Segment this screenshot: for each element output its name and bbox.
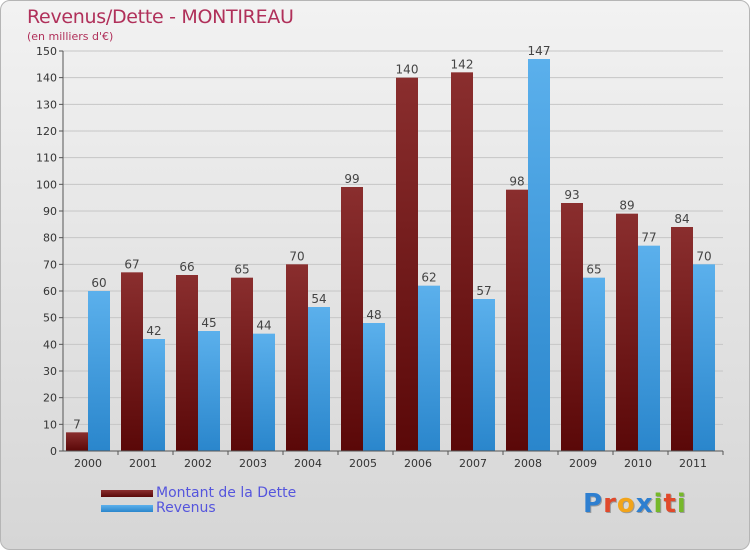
y-tick-label-30: 30 bbox=[43, 365, 57, 378]
labels: 0 10 20 30 40 50 60 70 80 90 100 110 120 130 140 150 7 60… bbox=[36, 44, 712, 470]
value-label-revenus-2006: 62 bbox=[421, 271, 436, 285]
value-label-dette-2007: 142 bbox=[451, 57, 474, 71]
value-label-dette-2002: 66 bbox=[179, 260, 194, 274]
value-label-dette-2004: 70 bbox=[289, 249, 304, 263]
bar-dette-2003 bbox=[231, 277, 253, 451]
value-label-dette-2009: 93 bbox=[564, 188, 579, 202]
legend-swatch-dette bbox=[101, 490, 153, 497]
x-tick-label-2002: 2002 bbox=[184, 457, 212, 470]
bar-dette-2009 bbox=[561, 203, 583, 451]
bar-revenus-2008 bbox=[528, 59, 550, 451]
bar-dette-2000 bbox=[66, 432, 88, 451]
x-tick-label-2004: 2004 bbox=[294, 457, 322, 470]
y-tick-label-80: 80 bbox=[43, 232, 57, 245]
bars bbox=[66, 59, 715, 452]
logo-letter: r bbox=[603, 489, 617, 519]
chart-title: Revenus/Dette - MONTIREAU bbox=[27, 6, 294, 28]
value-label-dette-2010: 89 bbox=[619, 199, 634, 213]
y-tick-label-10: 10 bbox=[43, 418, 57, 431]
bar-dette-2011 bbox=[671, 227, 693, 451]
bar-revenus-2009 bbox=[583, 277, 605, 451]
bar-dette-2010 bbox=[616, 213, 638, 451]
bar-revenus-2006 bbox=[418, 285, 440, 451]
y-tick-label-90: 90 bbox=[43, 205, 57, 218]
grid-lines bbox=[63, 50, 723, 452]
value-label-revenus-2009: 65 bbox=[586, 263, 601, 277]
value-label-revenus-2010: 77 bbox=[641, 231, 656, 245]
logo-letter: x bbox=[635, 489, 654, 519]
bar-revenus-2003 bbox=[253, 333, 275, 451]
x-tick-label-2006: 2006 bbox=[404, 457, 432, 470]
y-tick-label-140: 140 bbox=[36, 72, 57, 85]
y-tick-label-50: 50 bbox=[43, 312, 57, 325]
bar-revenus-2011 bbox=[693, 264, 715, 451]
value-label-dette-2006: 140 bbox=[396, 63, 419, 77]
x-tick-label-2008: 2008 bbox=[514, 457, 542, 470]
logo-letter: i bbox=[653, 489, 664, 519]
bar-revenus-2004 bbox=[308, 307, 330, 451]
y-tick-label-20: 20 bbox=[43, 392, 57, 405]
value-label-dette-2001: 67 bbox=[124, 257, 139, 271]
value-label-revenus-2000: 60 bbox=[91, 276, 106, 290]
y-tick-label-40: 40 bbox=[43, 338, 57, 351]
logo-letter: t bbox=[663, 489, 677, 519]
legend-swatch-revenus bbox=[101, 505, 153, 512]
value-label-dette-2005: 99 bbox=[344, 172, 359, 186]
legend-label-dette: Montant de la Dette bbox=[156, 485, 297, 501]
x-tick-label-2007: 2007 bbox=[459, 457, 487, 470]
bar-dette-2005 bbox=[341, 187, 363, 451]
legend-label-revenus: Revenus bbox=[156, 500, 216, 516]
value-label-revenus-2003: 44 bbox=[256, 319, 271, 333]
x-tick-label-2003: 2003 bbox=[239, 457, 267, 470]
bar-dette-2008 bbox=[506, 189, 528, 451]
value-label-revenus-2005: 48 bbox=[366, 308, 381, 322]
y-tick-label-70: 70 bbox=[43, 258, 57, 271]
value-label-dette-2011: 84 bbox=[674, 212, 689, 226]
value-label-revenus-2001: 42 bbox=[146, 324, 161, 338]
bar-dette-2004 bbox=[286, 264, 308, 451]
bar-dette-2002 bbox=[176, 275, 198, 451]
y-tick-label-130: 130 bbox=[36, 98, 57, 111]
value-label-dette-2003: 65 bbox=[234, 263, 249, 277]
logo-letter: P bbox=[583, 489, 604, 519]
value-label-revenus-2011: 70 bbox=[696, 249, 711, 263]
value-label-revenus-2002: 45 bbox=[201, 316, 216, 330]
x-tick-label-2011: 2011 bbox=[679, 457, 707, 470]
y-tick-label-120: 120 bbox=[36, 125, 57, 138]
bar-revenus-2007 bbox=[473, 299, 495, 451]
x-tick-label-2009: 2009 bbox=[569, 457, 597, 470]
value-label-dette-2008: 98 bbox=[509, 175, 524, 189]
bar-revenus-2002 bbox=[198, 331, 220, 451]
y-tick-label-0: 0 bbox=[50, 445, 57, 458]
y-tick-label-60: 60 bbox=[43, 285, 57, 298]
value-label-dette-2000: 7 bbox=[73, 417, 81, 431]
bar-dette-2007 bbox=[451, 72, 473, 451]
value-label-revenus-2004: 54 bbox=[311, 292, 326, 306]
value-label-revenus-2008: 147 bbox=[528, 44, 551, 58]
y-tick-label-100: 100 bbox=[36, 178, 57, 191]
x-tick-label-2010: 2010 bbox=[624, 457, 652, 470]
bar-revenus-2005 bbox=[363, 323, 385, 451]
y-tick-label-150: 150 bbox=[36, 45, 57, 58]
logo-letter: i bbox=[676, 489, 687, 519]
bar-dette-2001 bbox=[121, 272, 143, 451]
chart-subtitle: (en milliers d'€) bbox=[27, 30, 114, 43]
x-tick-label-2000: 2000 bbox=[74, 457, 102, 470]
y-tick-label-110: 110 bbox=[36, 152, 57, 165]
axes bbox=[59, 50, 724, 455]
bar-revenus-2010 bbox=[638, 245, 660, 451]
value-label-revenus-2007: 57 bbox=[476, 284, 491, 298]
bar-revenus-2001 bbox=[143, 339, 165, 451]
bar-dette-2006 bbox=[396, 77, 418, 452]
bar-revenus-2000 bbox=[88, 291, 110, 451]
logo-letter: o bbox=[616, 489, 636, 519]
proxiti-logo: Proxiti bbox=[583, 489, 687, 519]
x-tick-label-2005: 2005 bbox=[349, 457, 377, 470]
x-tick-label-2001: 2001 bbox=[129, 457, 157, 470]
